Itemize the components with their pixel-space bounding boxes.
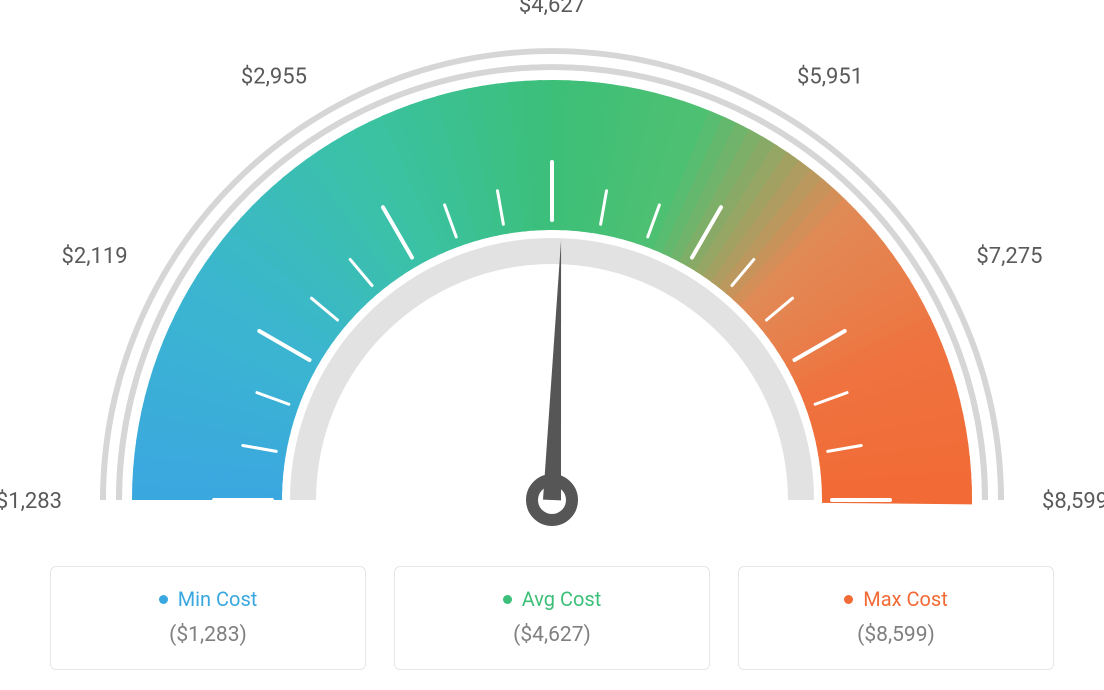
min-cost-title: Min Cost [159, 587, 258, 611]
gauge-svg: $1,283 $2,119 $2,955 $4,627 $5,951 $7,275 $8,5… [0, 0, 1104, 560]
avg-cost-value: ($4,627) [419, 623, 685, 647]
max-dot-icon [844, 595, 853, 604]
min-cost-label: Min Cost [178, 587, 258, 611]
gauge-tick-label: $1,283 [0, 489, 62, 514]
min-dot-icon [159, 595, 168, 604]
summary-cards: Min Cost ($1,283) Avg Cost ($4,627) Max … [0, 566, 1104, 670]
avg-dot-icon [503, 595, 512, 604]
avg-cost-card: Avg Cost ($4,627) [394, 566, 710, 670]
gauge-tick-label: $7,275 [976, 244, 1042, 269]
max-cost-card: Max Cost ($8,599) [738, 566, 1054, 670]
avg-cost-label: Avg Cost [522, 587, 602, 611]
gauge-tick-label: $2,119 [61, 244, 127, 269]
gauge-tick-label: $5,951 [797, 65, 863, 90]
min-cost-card: Min Cost ($1,283) [50, 566, 366, 670]
max-cost-value: ($8,599) [763, 623, 1029, 647]
gauge-tick-label: $4,627 [519, 0, 585, 18]
gauge-tick-label: $2,955 [241, 65, 307, 90]
min-cost-value: ($1,283) [75, 623, 341, 647]
gauge-needle [543, 240, 561, 500]
max-cost-label: Max Cost [863, 587, 948, 611]
max-cost-title: Max Cost [844, 587, 948, 611]
avg-cost-title: Avg Cost [503, 587, 602, 611]
chart-container: $1,283 $2,119 $2,955 $4,627 $5,951 $7,275 $8,5… [0, 0, 1104, 690]
gauge-tick-label: $8,599 [1042, 489, 1104, 514]
gauge-chart: $1,283 $2,119 $2,955 $4,627 $5,951 $7,275 $8,5… [0, 0, 1104, 560]
